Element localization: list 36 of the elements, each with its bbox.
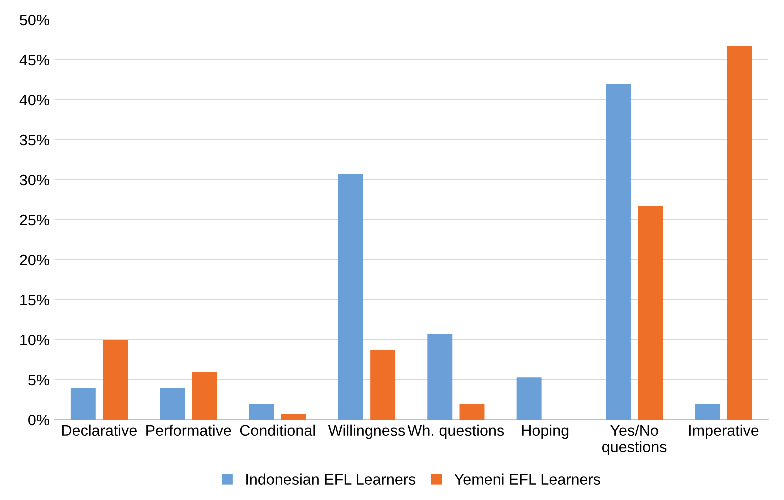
- bar: [727, 46, 752, 420]
- y-tick-label: 25%: [20, 214, 50, 226]
- y-tick-label: 15%: [20, 294, 50, 306]
- y-tick-label: 20%: [20, 254, 50, 266]
- legend-label: Yemeni EFL Learners: [454, 474, 600, 485]
- bar: [249, 404, 274, 420]
- legend-label: Indonesian EFL Learners: [246, 474, 416, 485]
- x-tick-label: Hoping: [522, 424, 569, 440]
- y-tick-label: 30%: [20, 174, 50, 186]
- bar: [103, 340, 128, 420]
- bar: [281, 414, 306, 420]
- bar: [460, 404, 485, 420]
- bar: [695, 404, 720, 420]
- y-tick-label: 50%: [20, 14, 50, 26]
- y-tick-label: 0%: [28, 414, 50, 426]
- x-tick-label: Willingness: [328, 424, 406, 440]
- x-tick-label: Imperative: [689, 424, 759, 440]
- bar: [70, 388, 96, 420]
- y-tick-label: 45%: [20, 54, 50, 66]
- x-tick-label: Wh. questions: [408, 424, 504, 440]
- bar: [160, 388, 186, 420]
- bar: [192, 372, 218, 420]
- x-tick-label: Declarative: [62, 424, 137, 436]
- bar: [638, 206, 664, 420]
- x-tick-label: Conditional: [240, 424, 316, 436]
- y-tick-label: 10%: [20, 334, 50, 346]
- bar: [428, 334, 453, 420]
- bar: [338, 174, 364, 420]
- bar: [516, 378, 542, 420]
- bar: [370, 350, 396, 420]
- x-tick-label: Performative: [146, 424, 232, 436]
- x-tick-label: Yes/No questions: [602, 424, 667, 456]
- y-tick-label: 5%: [28, 374, 50, 386]
- bar: [606, 84, 631, 420]
- y-tick-label: 35%: [20, 134, 50, 146]
- y-tick-label: 40%: [20, 94, 50, 106]
